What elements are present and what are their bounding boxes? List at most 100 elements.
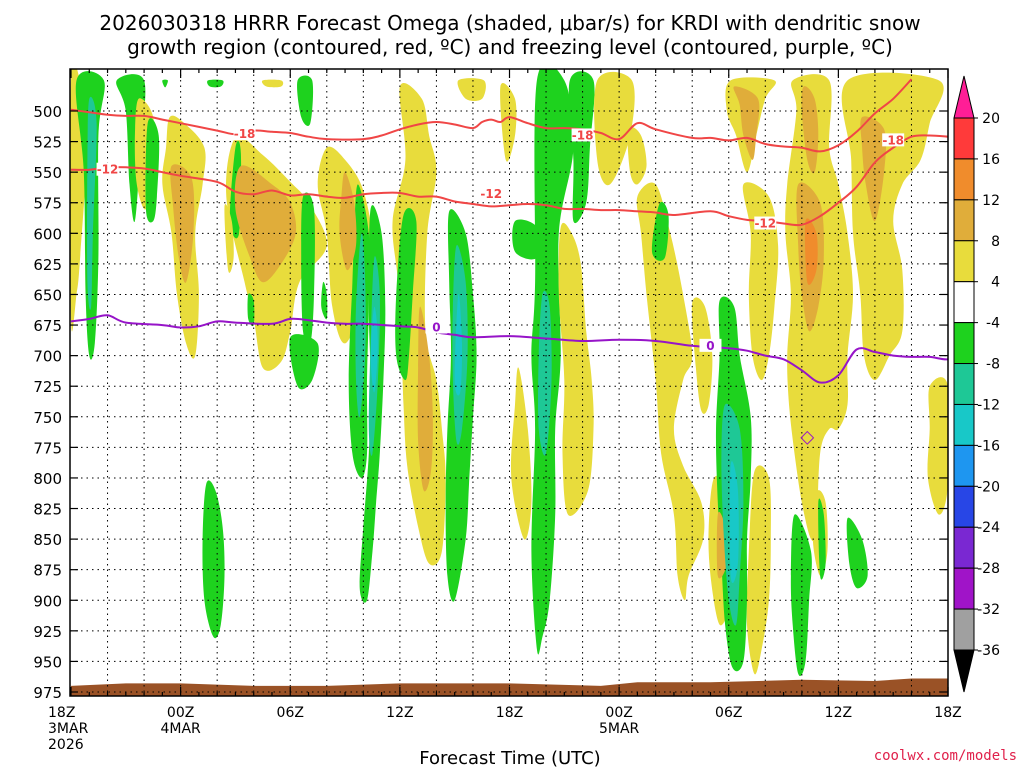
contours-layer (70, 78, 948, 384)
colorbar: 20 16 12 8 4 -4 -8 -12 -16 -20 -24 -28 -32 -36 (953, 75, 1000, 693)
colorbar-bin (953, 322, 975, 365)
omega-region (289, 334, 319, 390)
dgz-upper-line (70, 78, 913, 153)
colorbar-label: 12 (982, 193, 1000, 209)
freezing-marker: ◇ (800, 426, 814, 447)
y-tick-label: 875 (33, 562, 62, 580)
colorbar-bin (953, 240, 975, 283)
dgz-lower-label-bg (754, 216, 777, 230)
omega-region (224, 203, 234, 273)
omega-shading (70, 69, 948, 677)
y-tick-label: 750 (33, 409, 62, 427)
colorbar-label: -12 (977, 397, 1000, 413)
chart-title-line2: growth region (contoured, red, ºC) and f… (127, 35, 893, 59)
y-tick-label: 925 (33, 623, 62, 641)
x-tick-label: 06Z (277, 705, 304, 721)
grid-lines (70, 69, 948, 696)
omega-region (927, 377, 948, 515)
freezing-level-label-bg (425, 320, 448, 334)
y-tick-label: 725 (33, 378, 62, 396)
y-tick-label: 800 (33, 470, 62, 488)
y-tick-label: 500 (33, 103, 62, 121)
omega-region (297, 75, 314, 126)
colorbar-label: 4 (991, 275, 1000, 291)
omega-region (818, 498, 826, 580)
omega-region (785, 74, 853, 541)
x-tick-label: 3MAR (48, 721, 89, 737)
dgz-lower-line (70, 134, 948, 227)
colorbar-label: -28 (977, 561, 1000, 577)
dgz-lower-label: -12 (97, 163, 119, 177)
omega-region (261, 79, 284, 88)
x-tick-label: 12Z (825, 705, 852, 721)
colorbar-label: -16 (977, 438, 1000, 454)
y-tick-label: 825 (33, 501, 62, 519)
y-tick-label: 625 (33, 256, 62, 274)
omega-region (454, 293, 463, 396)
y-tick-label: 575 (33, 195, 62, 213)
colorbar-bin (953, 444, 975, 487)
omega-region (170, 164, 195, 283)
omega-region (417, 306, 433, 492)
dgz-lower-label-bg (96, 162, 119, 176)
freezing-level-label: 0 (432, 320, 440, 334)
x-tick-label: 00Z (605, 705, 632, 721)
omega-region (510, 367, 532, 540)
y-tick-label: 775 (33, 439, 62, 457)
x-tick-label: 4MAR (160, 721, 201, 737)
freezing-level-label-bg (699, 338, 722, 352)
colorbar-bin (953, 526, 975, 569)
x-tick-label: 00Z (167, 705, 194, 721)
dgz-upper-label: -18 (234, 127, 256, 141)
y-tick-label: 525 (33, 134, 62, 152)
y-tick-label: 975 (33, 684, 62, 702)
x-tick-label: 18Z (934, 705, 961, 721)
omega-region (202, 480, 225, 639)
omega-region (558, 222, 594, 516)
x-tick-label: 18Z (496, 705, 523, 721)
omega-region (860, 116, 887, 222)
omega-region (457, 78, 486, 102)
colorbar-label: -4 (986, 316, 1000, 332)
y-tick-label: 600 (33, 225, 62, 243)
chart-title-line1: 2026030318 HRRR Forecast Omega (shaded, … (99, 11, 920, 35)
y-tick-label: 950 (33, 653, 62, 671)
dgz-upper-label: -18 (882, 133, 904, 147)
x-axis-label: Forecast Time (UTC) (419, 748, 600, 768)
colorbar-label: -24 (977, 520, 1000, 536)
colorbar-label: 8 (991, 234, 1000, 250)
credit-text: coolwx.com/models (874, 748, 1017, 764)
colorbar-under-triangle (953, 649, 975, 693)
colorbar-label: -32 (977, 602, 1000, 618)
x-tick-label: 18Z (48, 705, 75, 721)
contour-labels: -18 -18 -18 -12 -12 -12 0 0 ◇ (96, 127, 905, 447)
omega-region (207, 79, 224, 88)
omega-region (594, 71, 635, 186)
omega-region (846, 517, 868, 589)
omega-region (538, 290, 552, 456)
omega-region (568, 71, 595, 224)
dgz-lower-label: -12 (754, 217, 776, 231)
dgz-upper-label-bg (233, 127, 256, 141)
y-tick-label: 900 (33, 592, 62, 610)
y-tick-label: 550 (33, 164, 62, 182)
colorbar-label: -20 (977, 479, 1000, 495)
omega-region (370, 306, 378, 393)
omega-region (247, 293, 255, 327)
omega-region (729, 461, 739, 584)
dgz-upper-label: -18 (572, 128, 594, 142)
colorbar-bin (953, 281, 975, 324)
omega-region (301, 192, 315, 347)
colorbar-over-triangle (953, 75, 975, 119)
omega-region (636, 182, 705, 601)
colorbar-bin (953, 608, 975, 651)
dgz-lower-label: -12 (480, 187, 502, 201)
dgz-upper-label-bg (882, 133, 905, 147)
x-tick-label: 06Z (715, 705, 742, 721)
omega-region (742, 182, 779, 381)
freezing-level-line (70, 314, 948, 384)
omega-region (87, 96, 97, 310)
x-tick-label: 12Z (386, 705, 413, 721)
